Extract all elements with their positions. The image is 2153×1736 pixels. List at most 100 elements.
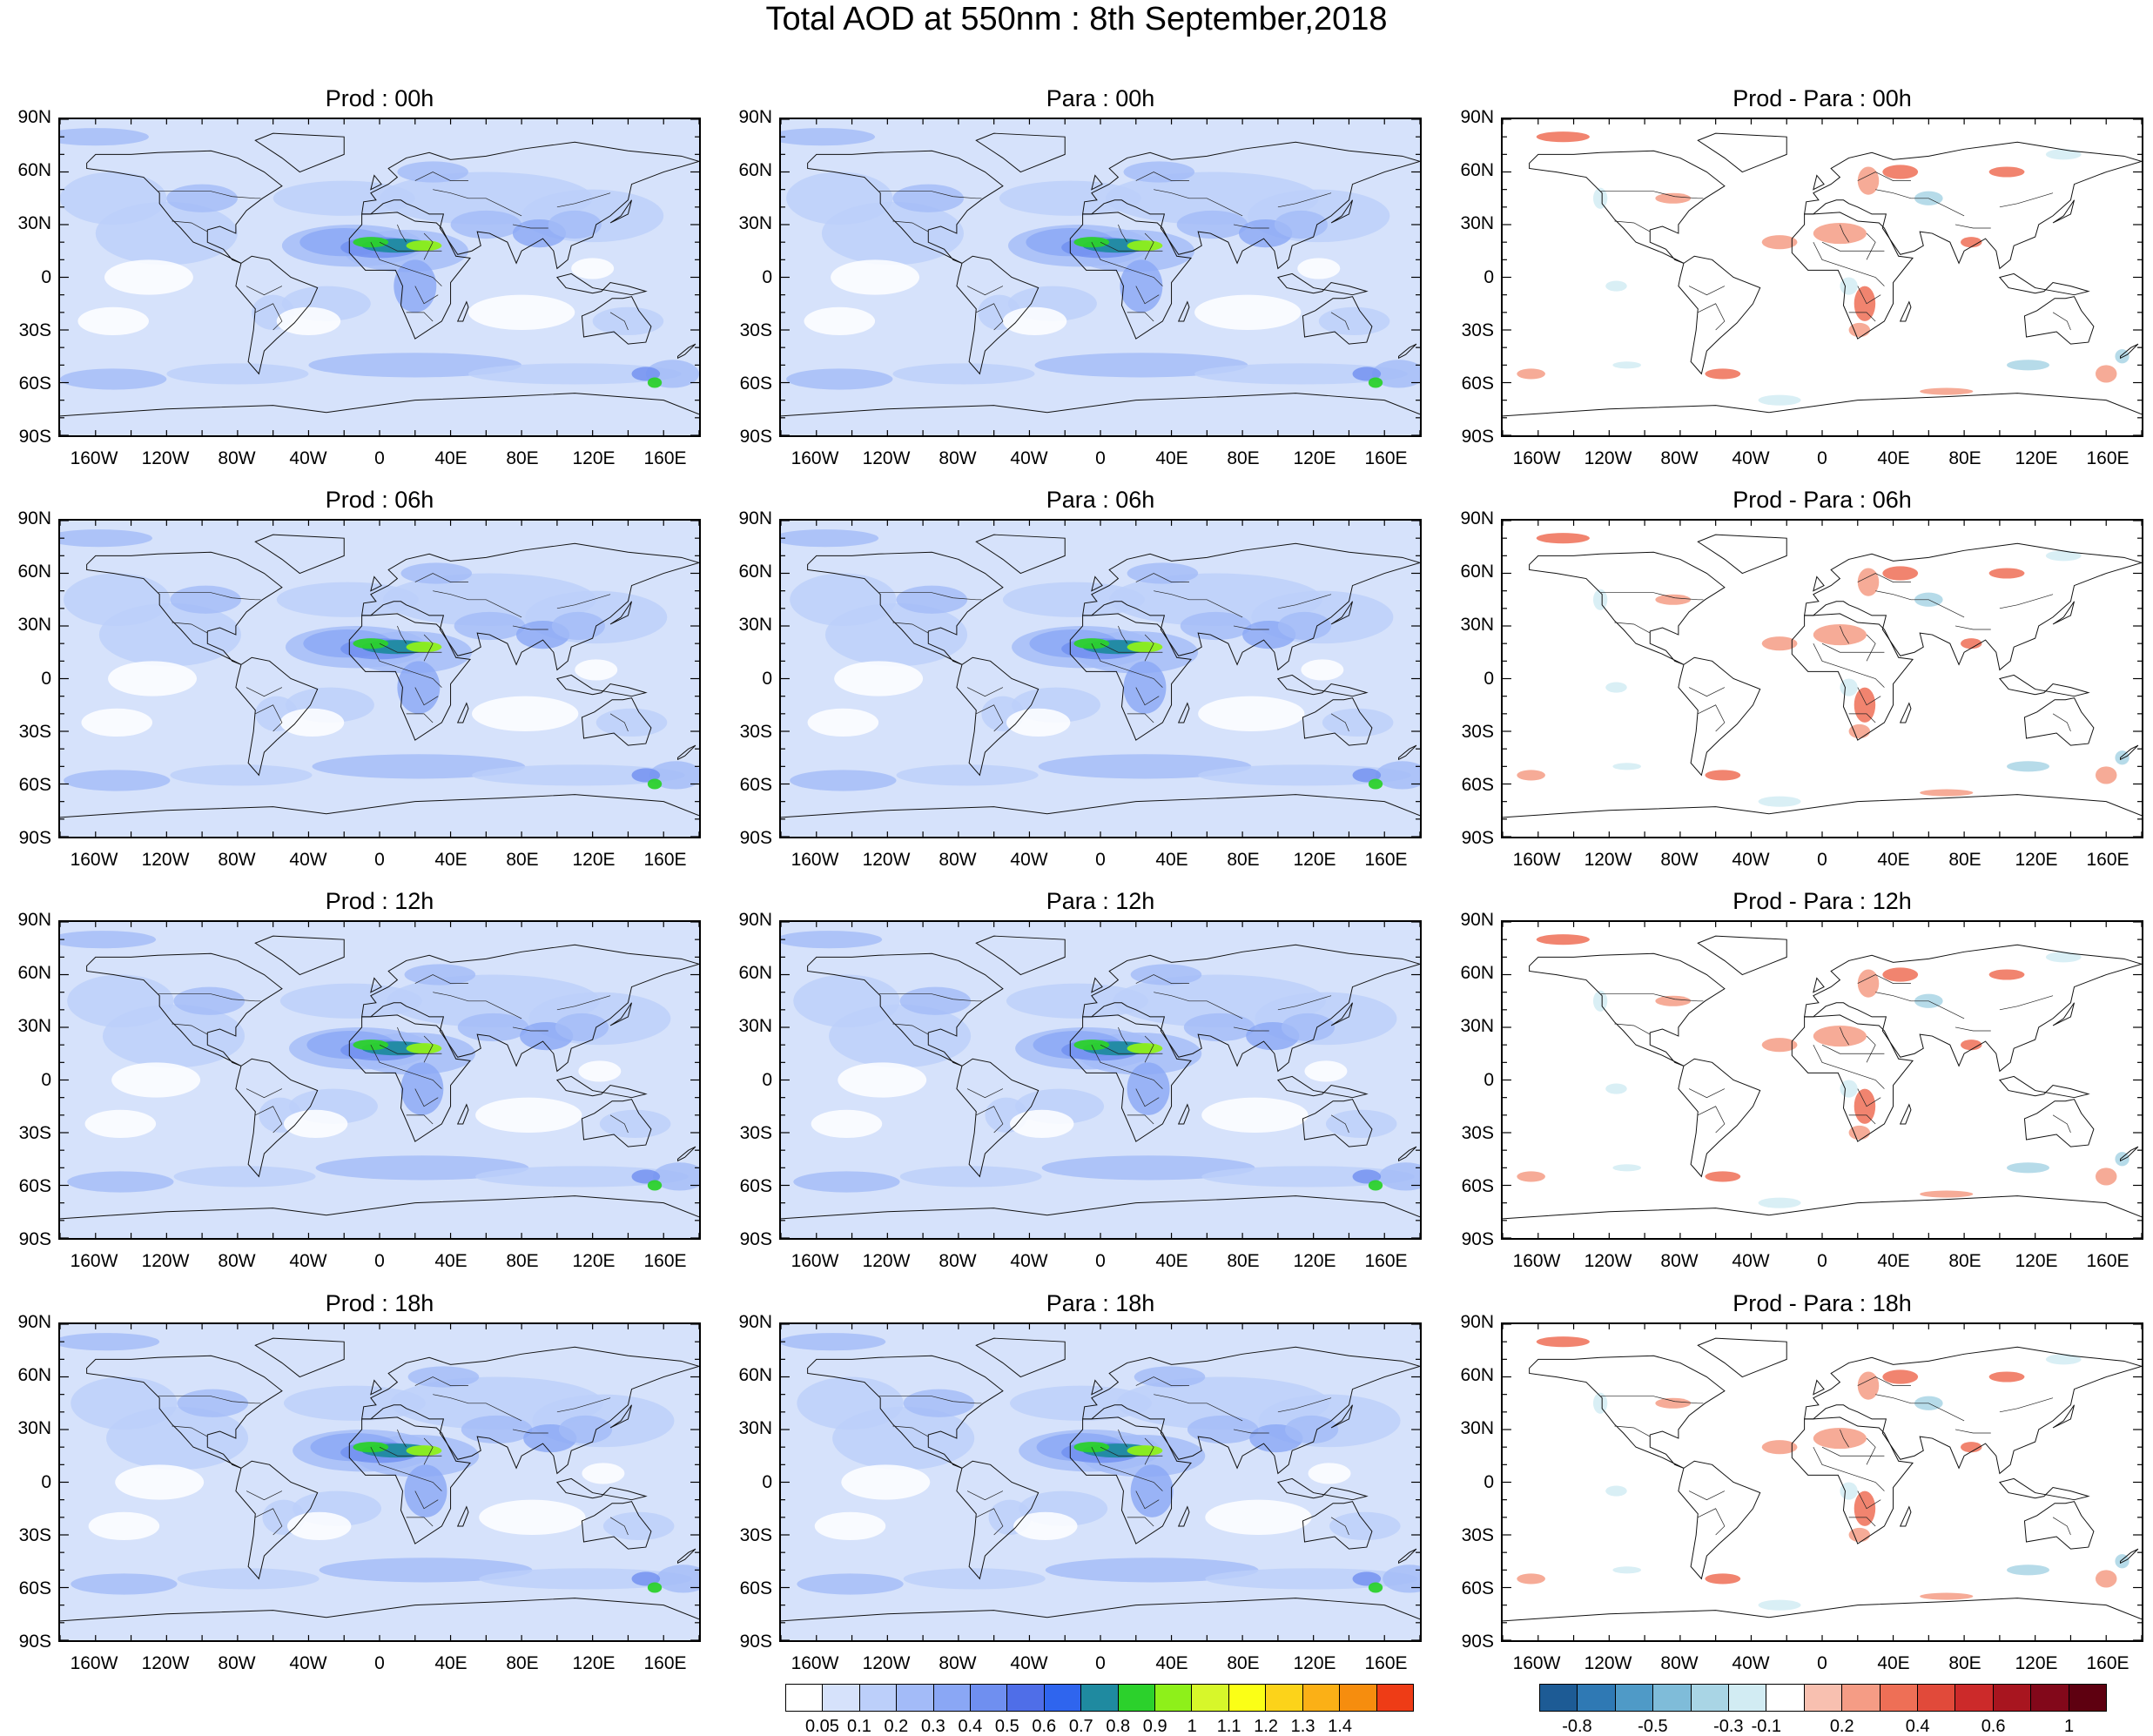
difference-map-svg <box>1503 1324 2142 1640</box>
positive-difference-patch <box>1517 1573 1545 1585</box>
aod-contour-blob <box>166 184 238 212</box>
coastline <box>1697 534 1787 575</box>
coastline <box>1082 141 1420 270</box>
country-border <box>1144 232 1154 260</box>
positive-difference-patch <box>1705 1171 1741 1182</box>
lon-tick-label: 80E <box>506 1653 539 1673</box>
aod-contour-blob <box>1134 1366 1206 1388</box>
aod-contour-blob <box>177 1389 249 1417</box>
lon-tick-label: 120W <box>141 1653 190 1673</box>
positive-difference-patch <box>1988 568 2025 579</box>
coastline <box>370 575 382 592</box>
lon-tick-label: 80E <box>1227 1251 1260 1271</box>
coastline <box>1330 1404 1354 1429</box>
aod-contour-blob <box>1073 1040 1110 1051</box>
country-border <box>255 303 283 331</box>
panel-title: Prod : 18h <box>325 1290 434 1316</box>
aod-contour-blob <box>394 259 437 313</box>
aod-contour-blob <box>60 172 167 225</box>
low-aod-region <box>578 1060 622 1082</box>
negative-difference-patch <box>1758 1197 1801 1208</box>
coastline <box>1082 542 1420 671</box>
coastline <box>975 534 1066 575</box>
low-aod-region <box>276 306 341 336</box>
country-border <box>976 303 1004 331</box>
map-frame <box>779 118 1422 437</box>
country-border <box>406 713 434 723</box>
positive-difference-patch <box>1920 1190 1974 1198</box>
lat-tick-label: 90S <box>18 427 51 447</box>
lat-tick-label: 0 <box>762 1471 772 1492</box>
country-border <box>1813 1044 1885 1089</box>
lon-tick-label: 160W <box>70 448 118 468</box>
positive-difference-patch <box>2095 766 2117 784</box>
country-border <box>1144 1035 1154 1063</box>
coastline <box>1398 1146 1417 1162</box>
colorbar-swatch <box>1615 1685 1654 1711</box>
low-aod-region <box>104 259 193 295</box>
country-border <box>1857 1088 1881 1107</box>
country-border <box>892 622 929 634</box>
positive-difference-patch <box>1857 969 1880 998</box>
country-border <box>1821 241 1885 252</box>
coastline <box>1302 1099 1373 1147</box>
colorbar-label: -0.3 <box>1713 1717 1744 1736</box>
lat-tick-label: 30S <box>739 1122 772 1143</box>
country-border <box>397 1429 407 1448</box>
lat-tick-label: 0 <box>41 668 51 689</box>
aod-contour-blob <box>647 1582 663 1593</box>
map-frame <box>779 519 1422 838</box>
aod-map-svg <box>60 922 699 1238</box>
aod-contour-blob <box>592 306 664 336</box>
country-border <box>379 1044 442 1054</box>
coastline <box>807 952 1004 1066</box>
country-border <box>1135 687 1160 706</box>
coastline <box>235 1058 319 1178</box>
aod-contour-blob <box>64 573 171 626</box>
aod-contour-blob <box>1368 377 1383 388</box>
country-border <box>1330 1114 1349 1134</box>
coastline <box>1503 1598 2142 1622</box>
country-border <box>1277 995 1332 1011</box>
coastline <box>609 601 633 625</box>
country-border <box>2052 312 2071 331</box>
coastline <box>1330 1002 1354 1026</box>
low-aod-region <box>1308 1463 1351 1484</box>
country-border <box>1100 1446 1163 1457</box>
aod-contour-blob <box>790 573 897 626</box>
coastline <box>1082 1346 1420 1475</box>
positive-difference-patch <box>1655 192 1692 204</box>
colorbar-swatch <box>1918 1685 1956 1711</box>
panel-title: Prod : 06h <box>325 487 434 513</box>
coastline <box>1998 674 2090 697</box>
aod-map-svg <box>60 521 699 837</box>
aod-contour-blob <box>1368 778 1383 790</box>
aod-contour-blob <box>631 367 661 381</box>
low-aod-region <box>831 259 920 295</box>
country-border <box>1857 573 1911 582</box>
positive-difference-patch <box>1813 1025 1867 1047</box>
country-border <box>1857 687 1881 706</box>
lat-tick-label: 60S <box>1461 1578 1494 1598</box>
country-border <box>1813 241 1885 286</box>
aod-contour-blob <box>1352 367 1382 381</box>
aod-contour-blob <box>1352 1571 1382 1586</box>
country-border <box>246 1088 283 1099</box>
coastline <box>370 977 382 993</box>
country-border <box>1840 1429 1849 1448</box>
country-border <box>1277 192 1332 208</box>
lon-tick-label: 40W <box>289 448 327 468</box>
country-border <box>1614 622 1651 634</box>
country-border <box>556 995 611 1011</box>
coastline <box>581 1501 652 1550</box>
country-border <box>1144 1437 1154 1465</box>
lat-tick-label: 90S <box>739 1229 772 1249</box>
country-border <box>423 1035 434 1063</box>
aod-contour-blob <box>404 964 476 986</box>
coastline <box>956 1460 1039 1580</box>
low-aod-region <box>582 1463 625 1484</box>
aod-contour-blob <box>647 377 663 388</box>
low-aod-region <box>84 1109 157 1139</box>
lon-tick-label: 80W <box>218 1251 256 1271</box>
colorbar-swatch <box>1729 1685 1767 1711</box>
